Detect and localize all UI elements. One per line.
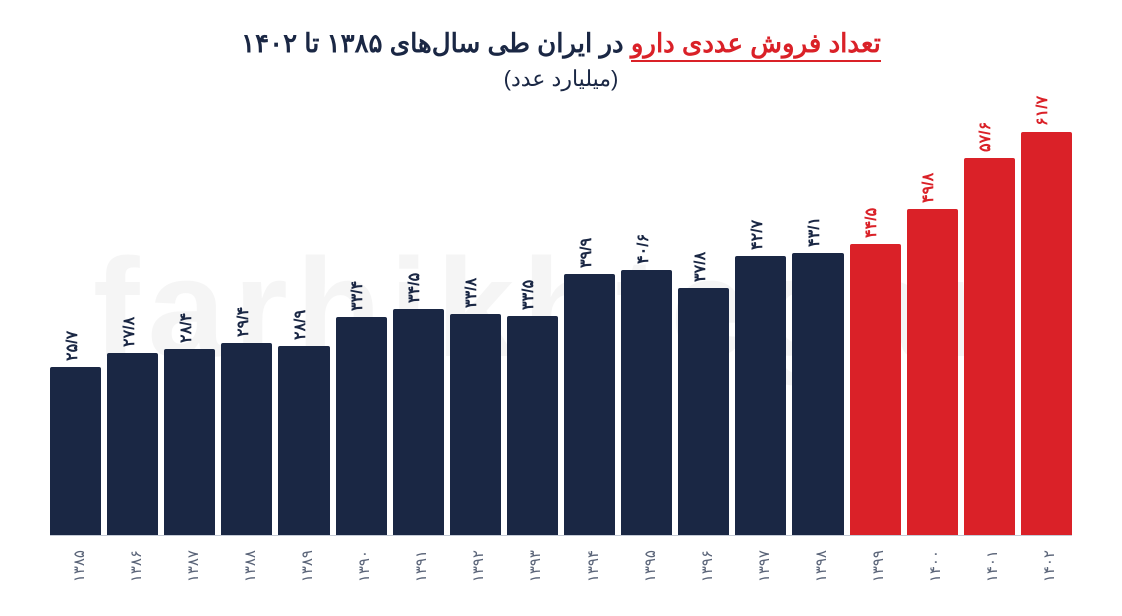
- x-axis-year: ۱۳۹۸: [812, 550, 830, 582]
- bar: ۴۳/۱: [792, 253, 843, 535]
- x-axis-labels: ۱۳۸۵ ۱۳۸۶ ۱۳۸۷ ۱۳۸۸ ۱۳۸۹ ۱۳۹۰ ۱۳۹۱ ۱۳۹۲ ۱۳۹۳ ۱۳۹۴…: [50, 546, 1072, 606]
- bar-slot: ۲۵/۷: [50, 110, 101, 535]
- bar-slot: ۳۴/۵: [393, 110, 444, 535]
- x-label-slot: ۱۴۰۲: [1021, 546, 1072, 606]
- bar-slot: ۴۴/۵: [850, 110, 901, 535]
- x-axis-year: ۱۳۹۷: [755, 550, 773, 582]
- bar-slot: ۳۳/۸: [450, 110, 501, 535]
- x-label-slot: ۱۳۸۵: [50, 546, 101, 606]
- x-axis-year: ۱۳۸۸: [241, 550, 259, 582]
- bar-slot: ۳۷/۸: [678, 110, 729, 535]
- bar-value-label: ۵۷/۶: [975, 122, 995, 152]
- bar: ۴۰/۶: [621, 270, 672, 535]
- x-axis-year: ۱۳۹۲: [469, 550, 487, 582]
- x-axis-year: ۱۳۸۹: [298, 550, 316, 582]
- x-label-slot: ۱۳۹۳: [507, 546, 558, 606]
- x-axis-year: ۱۳۹۳: [526, 550, 544, 582]
- x-axis-year: ۱۳۸۵: [70, 550, 88, 582]
- x-label-slot: ۱۳۸۶: [107, 546, 158, 606]
- bar-slot: ۲۹/۴: [221, 110, 272, 535]
- bar: ۲۵/۷: [50, 367, 101, 535]
- bar-value-label: ۲۷/۸: [119, 317, 139, 347]
- x-axis-year: ۱۳۸۷: [184, 550, 202, 582]
- bar: ۲۷/۸: [107, 353, 158, 535]
- bar: ۳۳/۵: [507, 316, 558, 535]
- bar-slot: ۳۹/۹: [564, 110, 615, 535]
- bar-slot: ۶۱/۷: [1021, 110, 1072, 535]
- bar: ۳۹/۹: [564, 274, 615, 535]
- bar-slot: ۲۸/۴: [164, 110, 215, 535]
- bar-slot: ۴۲/۷: [735, 110, 786, 535]
- chart-subtitle: (میلیارد عدد): [0, 66, 1122, 92]
- chart-title: تعداد فروش عددی دارو در ایران طی سال‌های…: [60, 28, 1062, 59]
- x-label-slot: ۱۳۹۴: [564, 546, 615, 606]
- bar-chart: ۲۵/۷۲۷/۸۲۸/۴۲۹/۴۲۸/۹۳۳/۴۳۴/۵۳۳/۸۳۳/۵۳۹/۹…: [50, 110, 1072, 536]
- bar-value-label: ۴۰/۶: [633, 233, 653, 263]
- x-axis-year: ۱۳۹۹: [869, 550, 887, 582]
- bar-value-label: ۳۷/۸: [690, 252, 710, 282]
- bar-value-label: ۳۳/۵: [518, 280, 538, 310]
- x-label-slot: ۱۳۹۸: [792, 546, 843, 606]
- bar: ۳۴/۵: [393, 309, 444, 535]
- x-label-slot: ۱۳۹۱: [393, 546, 444, 606]
- bar: ۳۳/۴: [336, 317, 387, 535]
- x-axis-year: ۱۴۰۲: [1040, 550, 1058, 582]
- bar-slot: ۵۷/۶: [964, 110, 1015, 535]
- bar: ۲۹/۴: [221, 343, 272, 535]
- bar-slot: ۲۸/۹: [278, 110, 329, 535]
- bar-slot: ۴۳/۱: [792, 110, 843, 535]
- x-label-slot: ۱۳۹۵: [621, 546, 672, 606]
- bar: ۳۳/۸: [450, 314, 501, 535]
- bar-value-label: ۳۴/۵: [404, 273, 424, 303]
- bar-value-label: ۴۴/۵: [861, 208, 881, 238]
- x-label-slot: ۱۳۹۶: [678, 546, 729, 606]
- bar: ۲۸/۹: [278, 346, 329, 535]
- bar-slot: ۳۳/۴: [336, 110, 387, 535]
- x-axis-year: ۱۳۹۱: [412, 550, 430, 582]
- bar-value-label: ۳۹/۹: [576, 238, 596, 268]
- bar-value-label: ۴۹/۸: [918, 173, 938, 203]
- x-axis-year: ۱۳۹۴: [584, 550, 602, 582]
- x-axis-year: ۱۳۹۵: [641, 550, 659, 582]
- x-label-slot: ۱۳۸۷: [164, 546, 215, 606]
- x-axis-year: ۱۴۰۱: [983, 550, 1001, 582]
- x-axis-year: ۱۳۹۶: [698, 550, 716, 582]
- bar-value-label: ۳۳/۸: [461, 278, 481, 308]
- bar: ۴۲/۷: [735, 256, 786, 535]
- bar-value-label: ۴۳/۱: [804, 217, 824, 247]
- bar-slot: ۳۳/۵: [507, 110, 558, 535]
- title-rest: در ایران طی سال‌های ۱۳۸۵ تا ۱۴۰۲: [241, 28, 631, 58]
- bar-value-label: ۲۵/۷: [62, 331, 82, 361]
- x-label-slot: ۱۴۰۱: [964, 546, 1015, 606]
- bar-slot: ۴۹/۸: [907, 110, 958, 535]
- bar-slot: ۴۰/۶: [621, 110, 672, 535]
- bar-value-label: ۲۹/۴: [233, 307, 253, 337]
- title-highlight: تعداد فروش عددی دارو: [631, 28, 881, 62]
- bar-value-label: ۳۳/۴: [347, 280, 367, 310]
- bar: ۴۴/۵: [850, 244, 901, 535]
- x-label-slot: ۱۳۸۹: [278, 546, 329, 606]
- x-label-slot: ۱۳۸۸: [221, 546, 272, 606]
- x-label-slot: ۱۳۹۲: [450, 546, 501, 606]
- x-label-slot: ۱۳۹۹: [850, 546, 901, 606]
- bar-value-label: ۶۱/۷: [1032, 95, 1052, 125]
- bar: ۳۷/۸: [678, 288, 729, 535]
- bar: ۶۱/۷: [1021, 132, 1072, 535]
- bar: ۲۸/۴: [164, 349, 215, 535]
- x-label-slot: ۱۴۰۰: [907, 546, 958, 606]
- bar: ۴۹/۸: [907, 209, 958, 535]
- x-axis-year: ۱۳۹۰: [355, 550, 373, 582]
- bar-value-label: ۲۸/۴: [176, 313, 196, 343]
- x-label-slot: ۱۳۹۰: [336, 546, 387, 606]
- bar-value-label: ۲۸/۹: [290, 310, 310, 340]
- bar: ۵۷/۶: [964, 158, 1015, 535]
- bar-slot: ۲۷/۸: [107, 110, 158, 535]
- x-axis-year: ۱۴۰۰: [926, 550, 944, 582]
- x-axis-year: ۱۳۸۶: [127, 550, 145, 582]
- x-label-slot: ۱۳۹۷: [735, 546, 786, 606]
- bar-value-label: ۴۲/۷: [747, 220, 767, 250]
